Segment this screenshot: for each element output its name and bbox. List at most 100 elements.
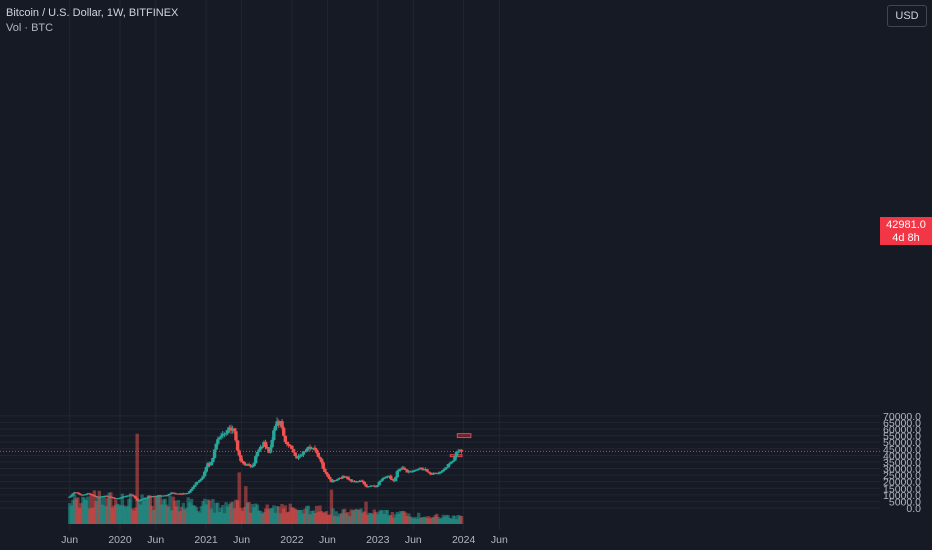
y-tick-label: 70000.0 (883, 411, 921, 423)
x-tick-label: 2020 (108, 534, 132, 546)
volume-bar (364, 501, 368, 524)
candle-body (436, 473, 441, 475)
candle-body (130, 494, 134, 496)
candle-body (155, 496, 159, 498)
candle-body (194, 482, 199, 485)
candle-body (217, 437, 222, 440)
y-tick-label: 60000.0 (883, 424, 921, 436)
y-tick-label: 35000.0 (883, 457, 921, 469)
symbol-title[interactable]: Bitcoin / U.S. Dollar, 1W, BITFINEX (6, 7, 179, 19)
candle-body (398, 469, 403, 471)
candle-body (92, 495, 97, 497)
candle-body (216, 439, 220, 444)
candle-body (288, 445, 292, 447)
candle-body (84, 494, 88, 496)
x-tick-label: Jun (491, 534, 508, 546)
volume-bar (135, 433, 139, 524)
candle-body (441, 469, 446, 472)
y-tick-label: 65000.0 (883, 417, 921, 429)
candle-body (69, 495, 74, 497)
volume-bar (329, 489, 334, 524)
candle-body (239, 455, 243, 461)
candle-body (263, 441, 268, 447)
candle-body (237, 450, 241, 456)
candle-body (352, 481, 357, 483)
candle-body (127, 495, 131, 497)
candle-body (440, 471, 444, 473)
candle-body (453, 456, 457, 461)
candle-body (349, 479, 353, 482)
price-axis[interactable]: 70000.065000.060000.055000.050000.045000… (883, 411, 921, 515)
candle-body (397, 469, 401, 472)
candle-body (138, 500, 143, 502)
candle-body (385, 476, 390, 478)
time-axis[interactable]: Jun 2020 Jun 2021 Jun 2022 Jun 2023 Jun 2024 Jun (61, 534, 508, 546)
volume-bar (459, 515, 464, 524)
candle-body (357, 481, 362, 483)
candle-body (224, 433, 228, 435)
candle-body (112, 497, 116, 499)
candle-body (188, 491, 192, 493)
candle-body (300, 454, 304, 456)
candle-body (281, 427, 286, 436)
candle-body (110, 496, 115, 498)
candle-body (67, 496, 72, 498)
candle-body (308, 447, 312, 449)
candle-body (198, 480, 202, 482)
grid-lines (0, 0, 880, 530)
candle-body (212, 449, 217, 458)
candle-body (364, 484, 368, 487)
candle-body (221, 434, 225, 436)
y-tick-label: 10000.0 (883, 490, 921, 502)
last-price-value: 42981.0 (886, 219, 926, 231)
price-zone[interactable] (456, 433, 472, 439)
candle-body (272, 430, 276, 440)
candle-body (420, 467, 424, 470)
candle-body (142, 498, 146, 500)
candle-body (313, 447, 317, 450)
candle-body (232, 428, 237, 432)
candle-body (257, 449, 261, 453)
candle-body (361, 480, 365, 482)
x-tick-label: 2021 (194, 534, 218, 546)
candle-body (199, 478, 204, 481)
currency-button[interactable]: USD (887, 5, 927, 27)
candle-body (191, 486, 195, 490)
candle-body (314, 449, 319, 453)
candle-body (405, 469, 409, 473)
volume-bar (168, 495, 172, 524)
candle-body (273, 425, 278, 431)
x-tick-label: Jun (319, 534, 336, 546)
candle-body (165, 495, 169, 497)
candle-body (390, 478, 395, 481)
candle-body (336, 478, 340, 480)
candle-body (265, 446, 269, 449)
y-tick-label: 5000.0 (889, 496, 921, 508)
candle-body (260, 446, 264, 448)
candle-body (415, 469, 419, 471)
candle-body (319, 458, 324, 463)
candle-body (375, 485, 380, 487)
candle-body (374, 486, 378, 488)
candle-body (362, 481, 367, 485)
candle-body (323, 468, 327, 473)
candle-body (403, 468, 408, 470)
candle-body (186, 492, 190, 494)
candle-body (255, 452, 260, 457)
y-tick-label: 45000.0 (883, 444, 921, 456)
candle-body (334, 479, 339, 481)
candle-body (196, 481, 200, 483)
candle-body (393, 477, 398, 482)
candle-body (425, 469, 429, 472)
candle-body (339, 477, 344, 479)
candle-body (270, 439, 274, 448)
volume-legend[interactable]: Vol · BTC (6, 22, 54, 34)
candle-body (395, 471, 400, 478)
x-tick-label: Jun (61, 534, 78, 546)
candle-body (76, 492, 80, 494)
y-tick-label: 50000.0 (883, 437, 921, 449)
candle-body (166, 494, 171, 496)
candle-body (379, 480, 383, 482)
